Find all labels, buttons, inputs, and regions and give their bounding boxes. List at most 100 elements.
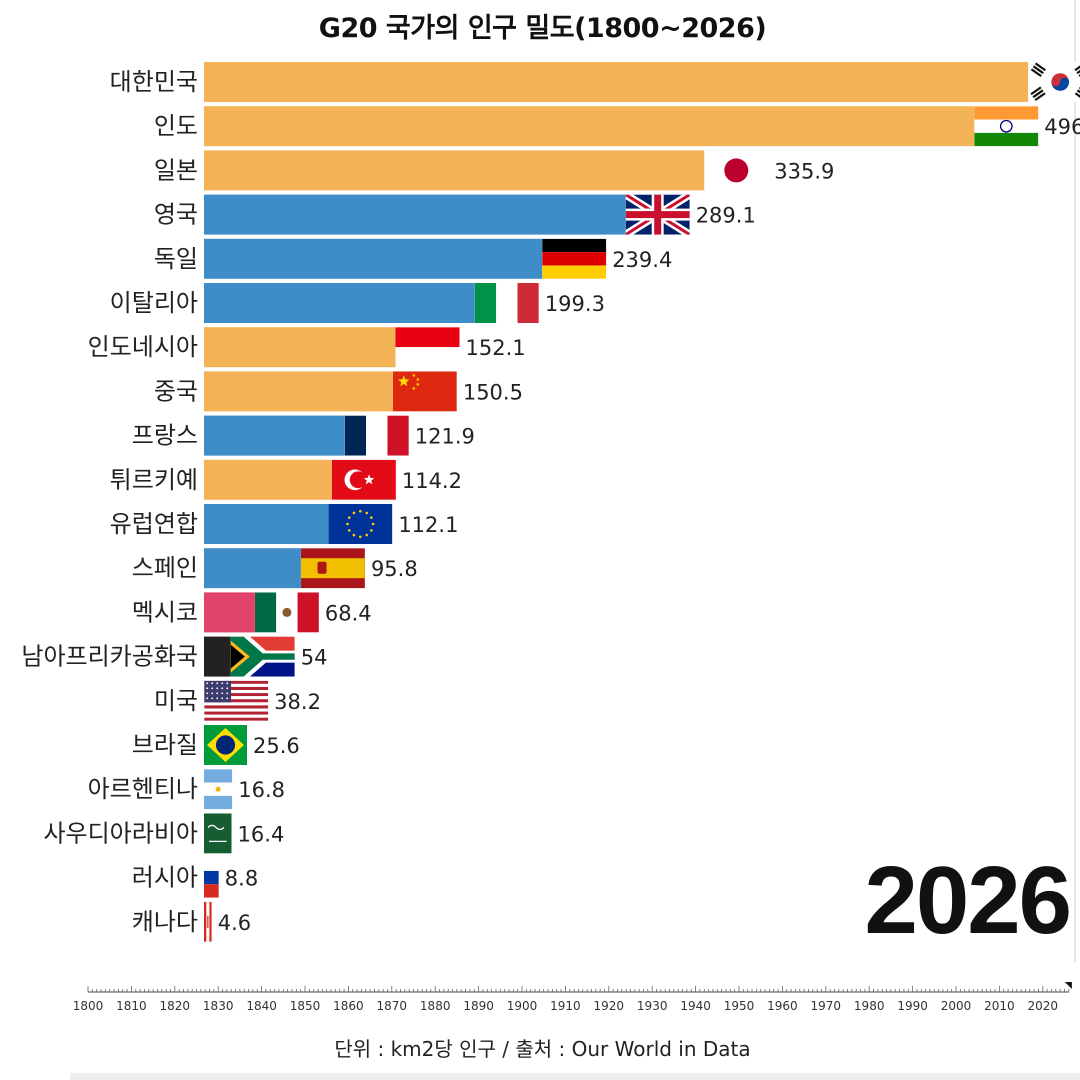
timeline-tick-label: 1840 — [246, 999, 277, 1013]
category-label: 멕시코 — [132, 598, 198, 626]
category-label: 브라질 — [132, 731, 198, 759]
bar-row-20: 캐나다 4.6 — [132, 901, 251, 942]
timeline-axis[interactable]: 1800 1810 1820 1830 1840 1850 1860 1870 1880 1890… — [0, 980, 1080, 1020]
bar — [204, 459, 332, 500]
value-label: 16.8 — [238, 778, 285, 802]
source-note: 단위 : km2당 인구 / 출처 : Our World in Data — [334, 1037, 751, 1061]
value-label: 4.6 — [218, 911, 251, 935]
bar — [204, 106, 975, 147]
bar-row-6: 이탈리아 199.3 — [110, 283, 605, 323]
category-label: 일본 — [154, 156, 198, 184]
germany-flag — [542, 238, 607, 279]
usa-flag — [204, 680, 269, 721]
value-label: 16.4 — [238, 822, 285, 846]
category-label: 독일 — [154, 245, 198, 273]
category-label: 대한민국 — [110, 68, 198, 96]
bar-row-14: 남아프리카공화국 54 — [21, 636, 328, 677]
timeline-tick-label: 1950 — [724, 999, 755, 1013]
category-label: 영국 — [154, 201, 198, 229]
china-flag — [392, 371, 457, 412]
bar-row-19: 러시아 8.8 — [132, 857, 258, 898]
bar-row-13: 멕시코 68.4 — [132, 592, 372, 633]
category-label: 중국 — [154, 377, 198, 405]
value-label: 335.9 — [774, 159, 834, 183]
timeline-current-marker[interactable] — [1064, 982, 1072, 989]
timeline-tick-label: 1890 — [463, 999, 494, 1013]
timeline-tick-label: 1810 — [116, 999, 147, 1013]
eu-flag — [328, 504, 393, 544]
bar — [204, 283, 475, 323]
timeline-tick-label: 1880 — [420, 999, 451, 1013]
category-label: 프랑스 — [132, 422, 198, 450]
bar-row-8: 중국 150.5 — [154, 371, 523, 412]
india-flag — [974, 106, 1039, 147]
category-label: 튀르키예 — [110, 466, 198, 494]
value-label: 38.2 — [274, 690, 321, 714]
bar-chart: 대한민국528.7 인도 496.6 일본 335.9 영국 289.1 독일 239.4 이탈리… — [21, 62, 1080, 942]
indonesia-flag — [395, 327, 460, 368]
bar-row-18: 사우디아라비아 16.4 — [43, 813, 285, 854]
timeline-tick-label: 1990 — [897, 999, 928, 1013]
timeline-tick-label: 2000 — [941, 999, 972, 1013]
timeline-tick-label: 1850 — [290, 999, 321, 1013]
value-label: 25.6 — [253, 734, 300, 758]
south-africa-flag — [230, 636, 295, 677]
value-label: 114.2 — [402, 469, 462, 493]
category-label: 캐나다 — [132, 908, 198, 936]
spain-flag — [300, 548, 365, 589]
value-label: 68.4 — [325, 601, 372, 625]
category-label: 러시아 — [132, 864, 198, 892]
italy-flag — [474, 283, 539, 323]
bar-row-3: 일본 335.9 — [154, 150, 834, 191]
timeline-tick-label: 1980 — [854, 999, 885, 1013]
turkey-flag — [331, 459, 396, 500]
bar — [204, 592, 255, 633]
bar-row-16: 브라질 25.6 — [132, 725, 300, 765]
bar — [204, 371, 393, 412]
category-label: 이탈리아 — [110, 289, 198, 317]
bar — [204, 150, 705, 191]
bar — [204, 636, 231, 677]
timeline-tick-label: 1830 — [203, 999, 234, 1013]
bar — [204, 194, 626, 235]
bar — [204, 62, 1029, 102]
bar-row-11: 유럽연합 112.1 — [110, 504, 458, 544]
category-label: 인도 — [154, 112, 198, 140]
bar — [204, 238, 543, 279]
brazil-flag — [204, 725, 247, 765]
value-label: 8.8 — [225, 867, 258, 891]
bar-row-10: 튀르키예 114.2 — [110, 459, 462, 500]
bar-row-2: 인도 496.6 — [154, 106, 1080, 147]
saudi-arabia-flag — [204, 813, 232, 854]
bar — [204, 415, 345, 456]
canada-flag — [204, 901, 212, 942]
timeline-tick-label: 1870 — [377, 999, 408, 1013]
value-label: 152.1 — [466, 336, 526, 360]
value-label: 54 — [301, 646, 328, 670]
bar-row-15: 미국 38.2 — [154, 680, 321, 721]
timeline-tick-label: 1930 — [637, 999, 668, 1013]
timeline-tick-label: 1960 — [767, 999, 798, 1013]
timeline-tick-label: 1820 — [160, 999, 191, 1013]
south-korea-flag — [1028, 62, 1080, 102]
argentina-flag — [204, 769, 233, 810]
value-label: 239.4 — [612, 248, 672, 272]
value-label: 121.9 — [415, 425, 475, 449]
value-label: 199.3 — [545, 292, 605, 316]
value-label: 150.5 — [463, 380, 523, 404]
bar-row-12: 스페인 95.8 — [132, 548, 418, 589]
timeline-tick-label: 1910 — [550, 999, 581, 1013]
france-flag — [344, 415, 409, 456]
bar-row-9: 프랑스 121.9 — [132, 415, 475, 456]
timeline-tick-label: 1800 — [73, 999, 104, 1013]
timeline-tick-label: 2010 — [984, 999, 1015, 1013]
bottom-strip — [70, 1073, 1080, 1080]
category-label: 아르헨티나 — [88, 775, 198, 803]
bar — [204, 327, 396, 368]
japan-flag — [704, 150, 769, 191]
category-label: 유럽연합 — [110, 510, 198, 538]
value-label: 496.6 — [1044, 115, 1080, 139]
timeline-tick-label: 1940 — [680, 999, 711, 1013]
bar-row-5: 독일 239.4 — [154, 238, 672, 279]
bar — [204, 548, 301, 589]
